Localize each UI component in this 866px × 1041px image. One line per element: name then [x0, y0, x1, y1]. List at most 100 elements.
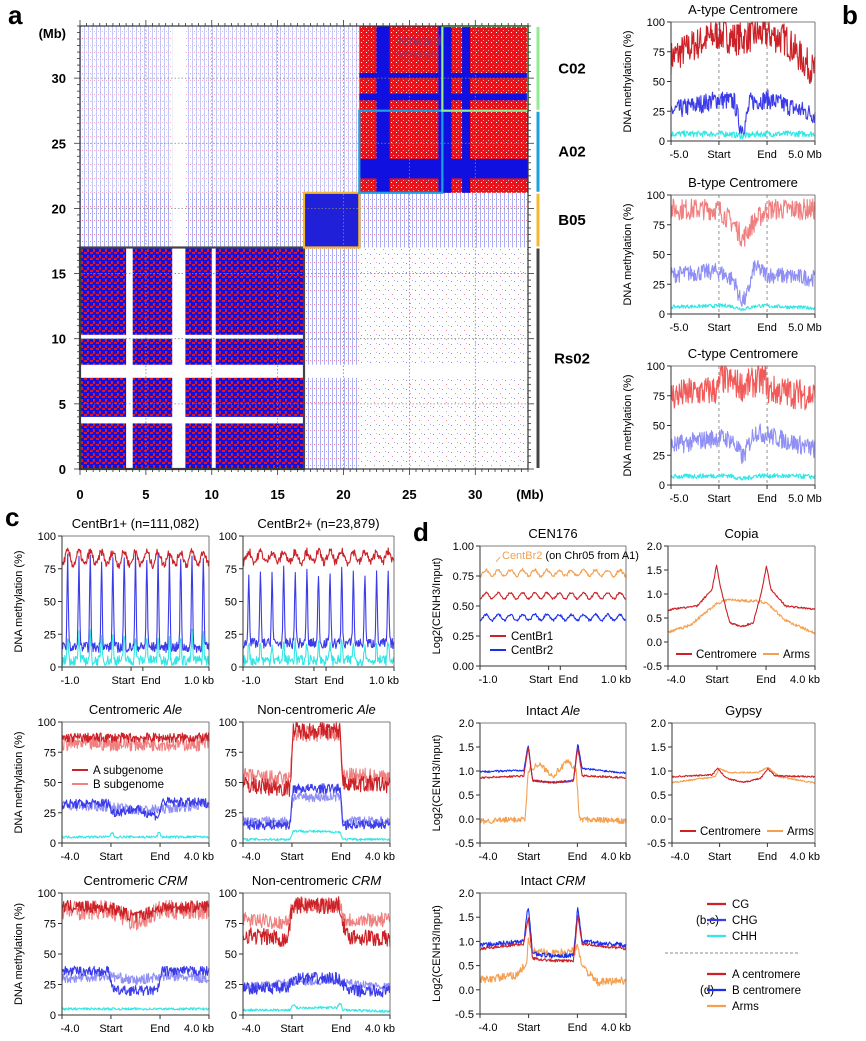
y-tick-label: 30 [52, 71, 66, 86]
y-tick-label: 100 [647, 361, 665, 373]
y-tick-label: 0.0 [647, 637, 662, 649]
x-tick-label: End [324, 675, 344, 687]
y-tick-label: 20 [52, 201, 66, 216]
x-tick-label: 4.0 kb [601, 851, 631, 863]
y-tick-label: 0.0 [459, 814, 474, 826]
dotplot-block [80, 26, 360, 193]
series-line-chg-b [61, 970, 210, 986]
x-tick-label: End [331, 1023, 351, 1035]
y-tick-label: -0.5 [647, 838, 666, 850]
dotplot-gap [172, 247, 186, 469]
y-tick-label: 50 [44, 597, 56, 609]
title-italic: CRM [352, 873, 382, 888]
y-tick-label: 100 [219, 888, 237, 900]
y-tick-label: 50 [44, 778, 56, 790]
series-line-centbr2-chr05-a1- [479, 568, 627, 578]
x-tick-label: 1.0 kb [184, 675, 214, 687]
x-tick-label: -1.0 [61, 675, 80, 687]
x-tick-label: 5.0 Mb [788, 149, 822, 161]
dotplot-stripe [376, 26, 390, 193]
y-tick-label: 50 [653, 250, 665, 262]
title-italic: Ale [356, 702, 376, 717]
chart-title: B-type Centromere [688, 175, 798, 190]
x-tick-label: 15 [270, 487, 284, 502]
y-tick-label: 2.0 [647, 541, 662, 553]
x-tick-label: 1.0 kb [601, 674, 631, 686]
series-line-cg [670, 365, 816, 411]
y-axis-label: Log2(CENH3/Input) [431, 558, 443, 655]
chart-d1: CEN176 0.00 0.25 0.50 0.75 1.00 -1.0 Start End 1.… [431, 526, 639, 686]
y-tick-label: 75 [653, 47, 665, 59]
x-tick-label: Start [707, 493, 730, 505]
y-tick-label: 1.5 [651, 742, 666, 754]
y-tick-label: 0.25 [453, 631, 474, 643]
y-tick-label: 25 [653, 106, 665, 118]
dotplot-gap [80, 416, 304, 424]
chart-title: CentBr1+ (n=111,082) [72, 516, 199, 531]
series-line-arms [479, 937, 627, 987]
x-tick-label: -4.0 [242, 851, 261, 863]
title-italic: CRM [158, 873, 188, 888]
x-tick-label: End [150, 1023, 170, 1035]
y-tick-label: 25 [52, 136, 66, 151]
x-tick-label: 4.0 kb [184, 1023, 214, 1035]
series-line-chg-b [242, 977, 391, 991]
chart-c6: Non-centromeric CRM 0 25 50 75 100 -4.0 Start En… [219, 873, 395, 1035]
series-line-cg [242, 547, 395, 567]
chart-d3: Intact Ale -0.5 0.0 0.5 1.0 1.5 2.0 -4.0 Start En… [431, 703, 631, 863]
panel-label-c: c [5, 502, 19, 532]
y-tick-label: 100 [647, 17, 665, 29]
y-tick-label: 0.5 [651, 790, 666, 802]
y-tick-label: 25 [44, 808, 56, 820]
chart-title: Gypsy [725, 703, 762, 718]
series-line-cg-a [61, 732, 210, 744]
x-tick-label: End [756, 674, 776, 686]
series-line-chh [242, 637, 395, 667]
series-line-arms [671, 766, 816, 785]
x-tick-label: -4.0 [61, 851, 80, 863]
x-tick-label: Start [99, 851, 122, 863]
y-tick-label: 0 [659, 136, 665, 148]
title-italic: Ale [162, 702, 182, 717]
x-tick-label: End [757, 322, 777, 334]
y-tick-label: 75 [225, 919, 237, 931]
x-tick-label: Start [707, 149, 730, 161]
x-tick-label: Start [517, 851, 540, 863]
y-tick-label: 2.0 [459, 888, 474, 900]
y-tick-label: 50 [653, 77, 665, 89]
y-tick-label: 2.0 [459, 718, 474, 730]
y-tick-label: -0.5 [455, 838, 474, 850]
y-tick-label: 25 [653, 450, 665, 462]
chart-title: Intact Ale [526, 703, 580, 718]
chart-b1: A-type Centromere 0 25 50 75 100 -5.0 Start End 5… [622, 2, 822, 161]
y-tick-label: 100 [219, 531, 237, 543]
x-tick-label: 5.0 Mb [788, 322, 822, 334]
x-tick-label: -4.0 [242, 1023, 261, 1035]
x-tick-label: 25 [402, 487, 416, 502]
x-tick-label: Start [705, 674, 728, 686]
panel-label-a: a [8, 0, 23, 30]
y-tick-label: 75 [653, 391, 665, 403]
y-tick-label: 1.5 [647, 565, 662, 577]
x-tick-label: End [331, 851, 351, 863]
y-tick-label: 10 [52, 332, 66, 347]
dotplot-gap [126, 247, 133, 469]
x-tick-label: End [568, 851, 588, 863]
x-tick-label: 4.0 kb [790, 851, 820, 863]
y-tick-label: 0.5 [459, 790, 474, 802]
segment-label-c02: C02 [558, 60, 586, 77]
chart-c3: Centromeric Ale 0 25 50 75 100 -4.0 Start End 4.0… [13, 702, 214, 863]
overlay-forward: forward [398, 33, 441, 48]
y-axis-label: DNA methylation (%) [13, 550, 25, 652]
series-line-a-centromere [479, 914, 627, 963]
y-tick-label: 0.75 [453, 571, 474, 583]
panel-label-b: b [842, 0, 858, 30]
x-tick-label: Start [294, 675, 317, 687]
y-tick-label: 15 [52, 267, 66, 282]
series-line-centromere [667, 564, 816, 628]
series-line-chg-a [242, 783, 391, 831]
chart-c5: Centromeric CRM 0 25 50 75 100 -4.0 Start End 4.0… [13, 873, 214, 1035]
title-text: Non-centromeric [257, 702, 357, 717]
segment-box-b05 [302, 191, 361, 249]
x-tick-label: 4.0 kb [601, 1022, 631, 1034]
